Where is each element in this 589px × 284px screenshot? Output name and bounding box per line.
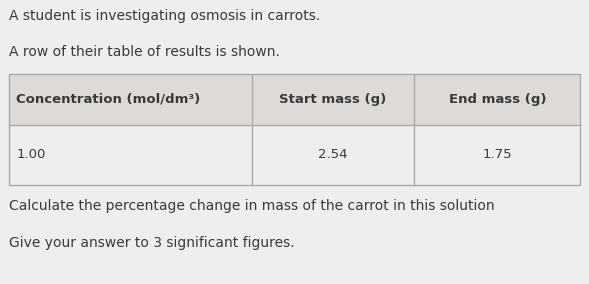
Text: Start mass (g): Start mass (g): [279, 93, 387, 106]
Text: Give your answer to 3 significant figures.: Give your answer to 3 significant figure…: [9, 236, 294, 250]
Text: A row of their table of results is shown.: A row of their table of results is shown…: [9, 45, 280, 59]
Text: 1.00: 1.00: [16, 148, 46, 161]
Text: 2.54: 2.54: [318, 148, 348, 161]
Text: Calculate the percentage change in mass of the carrot in this solution: Calculate the percentage change in mass …: [9, 199, 494, 213]
Text: End mass (g): End mass (g): [449, 93, 546, 106]
Text: 1.75: 1.75: [482, 148, 512, 161]
Text: Concentration (mol/dm³): Concentration (mol/dm³): [16, 93, 201, 106]
Text: A student is investigating osmosis in carrots.: A student is investigating osmosis in ca…: [9, 9, 320, 22]
